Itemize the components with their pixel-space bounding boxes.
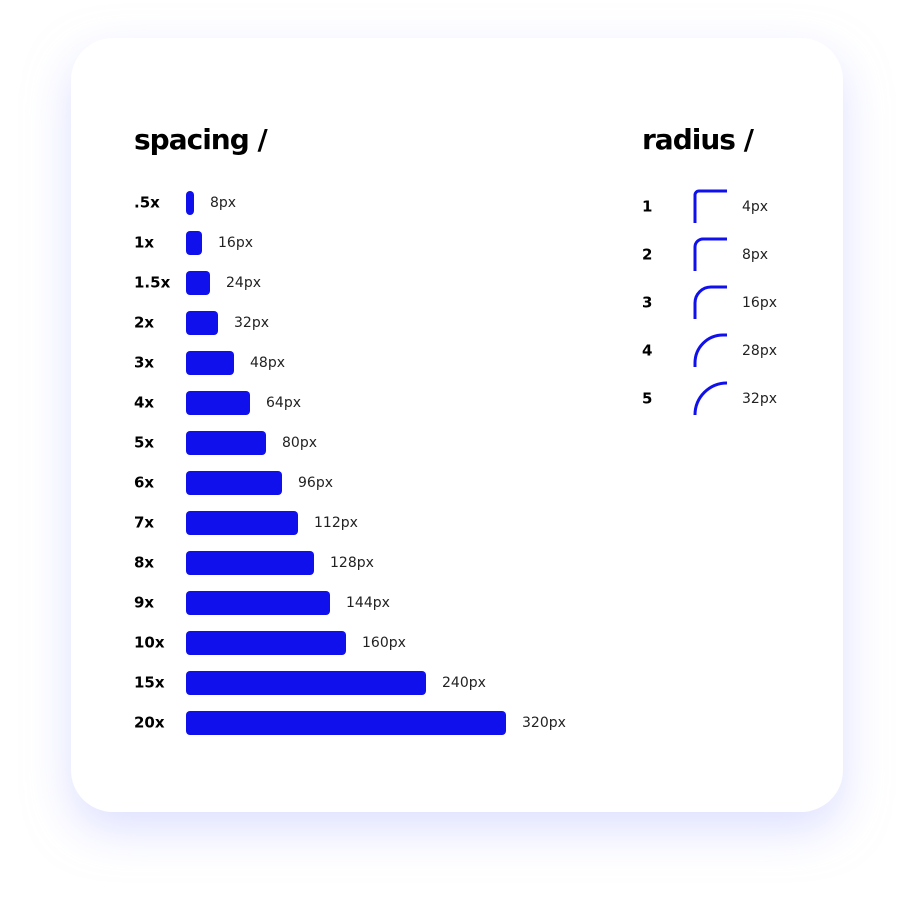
radius-label: 2 (642, 246, 652, 264)
spacing-value: 128px (330, 555, 374, 571)
spacing-label: 3x (134, 354, 154, 372)
spacing-label: 9x (134, 594, 154, 612)
radius-value: 16px (742, 295, 777, 311)
spacing-bar (186, 311, 218, 335)
spacing-bar (186, 551, 314, 575)
radius-value: 4px (742, 199, 768, 215)
spacing-bar (186, 511, 298, 535)
radius-corner (693, 189, 727, 223)
spacing-bar (186, 631, 346, 655)
spacing-label: 10x (134, 634, 165, 652)
spacing-value: 32px (234, 315, 269, 331)
radius-label: 4 (642, 342, 652, 360)
spacing-label: .5x (134, 194, 160, 212)
spacing-value: 144px (346, 595, 390, 611)
spacing-label: 7x (134, 514, 154, 532)
card (71, 38, 843, 812)
spacing-label: 6x (134, 474, 154, 492)
spacing-label: 1.5x (134, 274, 171, 292)
spacing-label: 4x (134, 394, 154, 412)
spacing-label: 15x (134, 674, 165, 692)
radius-label: 5 (642, 390, 652, 408)
radius-title: radius / (642, 123, 755, 156)
spacing-bar (186, 671, 426, 695)
spacing-title: spacing / (134, 123, 269, 156)
spacing-value: 48px (250, 355, 285, 371)
radius-label: 1 (642, 198, 652, 216)
spacing-value: 16px (218, 235, 253, 251)
spacing-value: 160px (362, 635, 406, 651)
spacing-value: 240px (442, 675, 486, 691)
spacing-bar (186, 191, 194, 215)
spacing-bar (186, 231, 202, 255)
spacing-value: 80px (282, 435, 317, 451)
spacing-bar (186, 351, 234, 375)
spacing-bar (186, 431, 266, 455)
spacing-value: 24px (226, 275, 261, 291)
radius-value: 32px (742, 391, 777, 407)
spacing-value: 8px (210, 195, 236, 211)
spacing-label: 2x (134, 314, 154, 332)
radius-corner (693, 333, 727, 367)
spacing-bar (186, 391, 250, 415)
spacing-bar (186, 471, 282, 495)
spacing-value: 96px (298, 475, 333, 491)
radius-corner (693, 285, 727, 319)
spacing-bar (186, 711, 506, 735)
spacing-label: 20x (134, 714, 165, 732)
spacing-label: 1x (134, 234, 154, 252)
spacing-bar (186, 271, 210, 295)
spacing-value: 112px (314, 515, 358, 531)
radius-corner (693, 237, 727, 271)
radius-value: 28px (742, 343, 777, 359)
radius-value: 8px (742, 247, 768, 263)
spacing-value: 320px (522, 715, 566, 731)
spacing-label: 8x (134, 554, 154, 572)
spacing-label: 5x (134, 434, 154, 452)
spacing-value: 64px (266, 395, 301, 411)
spacing-bar (186, 591, 330, 615)
radius-corner (693, 381, 728, 416)
radius-label: 3 (642, 294, 652, 312)
